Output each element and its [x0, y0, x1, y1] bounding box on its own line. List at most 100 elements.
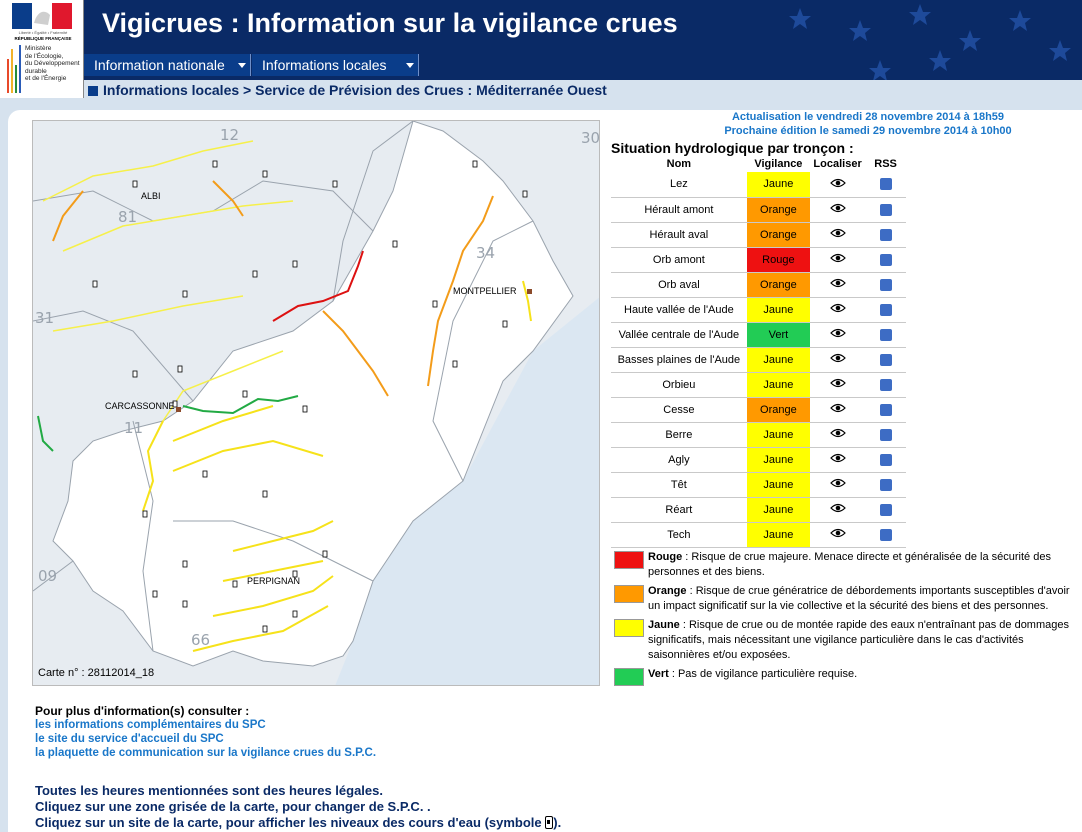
vigilance-level: Jaune: [746, 497, 811, 523]
more-info-heading: Pour plus d'information(s) consulter :: [35, 704, 250, 718]
localiser-button[interactable]: [810, 397, 866, 423]
localiser-button[interactable]: [810, 447, 866, 473]
localiser-button[interactable]: [810, 372, 866, 398]
section-row: Agly Jaune: [611, 447, 906, 473]
next-edition-time: Prochaine édition le samedi 29 novembre …: [724, 125, 1012, 137]
department-number: 12: [220, 126, 240, 144]
vigilance-map[interactable]: ALBI MONTPELLIER CARCASSONNE PERPIGNAN 1…: [32, 120, 600, 686]
rss-icon: [879, 178, 892, 191]
rss-button[interactable]: [865, 297, 906, 323]
eye-icon: [829, 403, 846, 413]
localiser-button[interactable]: [810, 322, 866, 348]
section-row: Berre Jaune: [611, 422, 906, 448]
department-number: 31: [35, 309, 55, 327]
eye-icon: [829, 428, 846, 438]
update-time: Actualisation le vendredi 28 novembre 20…: [731, 111, 1005, 123]
localiser-button[interactable]: [810, 472, 866, 498]
rss-button[interactable]: [865, 197, 906, 223]
localiser-button[interactable]: [810, 422, 866, 448]
note-text: Toutes les heures mentionnées sont des h…: [35, 783, 383, 798]
rss-icon: [879, 378, 892, 391]
note-text: Cliquez sur un site de la carte, pour af…: [35, 815, 562, 830]
eu-stars-decoration: [789, 4, 1071, 80]
rss-button[interactable]: [865, 472, 906, 498]
section-row: Vallée centrale de l'Aude Vert: [611, 322, 906, 348]
nav-information-nationale[interactable]: Information nationale: [84, 54, 251, 76]
section-row: Basses plaines de l'Aude Jaune: [611, 347, 906, 373]
rss-button[interactable]: [865, 447, 906, 473]
city-label: PERPIGNAN: [247, 576, 301, 586]
eye-icon: [829, 303, 846, 313]
city-label: CARCASSONNE: [105, 401, 175, 411]
rss-icon: [879, 403, 892, 416]
vigilance-level: Jaune: [746, 372, 811, 398]
department-number: 34: [476, 244, 496, 262]
localiser-button[interactable]: [810, 497, 866, 523]
rss-button[interactable]: [865, 372, 906, 398]
localiser-button[interactable]: [810, 222, 866, 248]
eye-icon: [829, 528, 846, 538]
localiser-button[interactable]: [810, 522, 866, 548]
eye-icon: [829, 228, 846, 238]
caret-down-icon: [406, 63, 414, 68]
rss-button[interactable]: [865, 347, 906, 373]
localiser-button[interactable]: [810, 272, 866, 298]
nav-label: Information nationale: [94, 57, 225, 73]
rss-button[interactable]: [865, 222, 906, 248]
localiser-button[interactable]: [810, 247, 866, 273]
city-label: MONTPELLIER: [453, 286, 517, 296]
marianne-icon: [12, 3, 72, 29]
station-symbol-icon: [545, 816, 554, 829]
note-text: Cliquez sur une zone grisée de la carte,…: [35, 799, 431, 814]
section-name: Orbieu: [611, 372, 747, 398]
vigilance-level: Jaune: [746, 172, 811, 198]
rss-button[interactable]: [865, 172, 906, 198]
breadcrumb-text: Informations locales > Service de Prévis…: [103, 82, 607, 98]
localiser-button[interactable]: [810, 347, 866, 373]
eye-icon: [829, 353, 846, 363]
eye-icon: [829, 253, 846, 263]
eye-icon: [829, 503, 846, 513]
rss-button[interactable]: [865, 272, 906, 298]
eye-icon: [829, 378, 846, 388]
update-info: Actualisation le vendredi 28 novembre 20…: [688, 110, 1048, 138]
legend-jaune: Jaune : Risque de crue ou de montée rapi…: [614, 618, 1082, 663]
section-name: Hérault amont: [611, 197, 747, 223]
vigilance-level: Orange: [746, 397, 811, 423]
section-row: Cesse Orange: [611, 397, 906, 423]
localiser-button[interactable]: [810, 197, 866, 223]
eye-icon: [829, 478, 846, 488]
section-row: Haute vallée de l'Aude Jaune: [611, 297, 906, 323]
link-informations-complementaires[interactable]: les informations complémentaires du SPC: [35, 719, 266, 731]
department-number: 30: [581, 129, 600, 147]
vigilance-level: Orange: [746, 272, 811, 298]
department-number: 66: [191, 631, 211, 649]
department-number: 09: [38, 567, 58, 585]
breadcrumb: Informations locales > Service de Prévis…: [88, 80, 607, 100]
bullet-square-icon: [88, 86, 98, 96]
link-plaquette[interactable]: la plaquette de communication sur la vig…: [35, 747, 377, 759]
localiser-button[interactable]: [810, 172, 866, 198]
section-row: Hérault aval Orange: [611, 222, 906, 248]
localiser-button[interactable]: [810, 297, 866, 323]
vigilance-level: Jaune: [746, 522, 811, 548]
rss-button[interactable]: [865, 497, 906, 523]
section-name: Orb aval: [611, 272, 747, 298]
ministry-logo[interactable]: Liberté • Égalité • Fraternité RÉPUBLIQU…: [0, 0, 84, 98]
legend-swatch: [614, 668, 644, 686]
rss-icon: [879, 203, 892, 216]
section-name: Basses plaines de l'Aude: [611, 347, 747, 373]
rss-button[interactable]: [865, 397, 906, 423]
map-graphic: [33, 121, 599, 685]
ministry-bars-icon: [7, 45, 21, 93]
vigilance-level: Rouge: [746, 247, 811, 273]
eye-icon: [829, 178, 846, 187]
rss-button[interactable]: [865, 322, 906, 348]
rss-button[interactable]: [865, 422, 906, 448]
map-caption: Carte n° : 28112014_18: [38, 667, 155, 679]
nav-informations-locales[interactable]: Informations locales: [252, 54, 419, 76]
link-site-accueil[interactable]: le site du service d'accueil du SPC: [35, 733, 224, 745]
rss-button[interactable]: [865, 522, 906, 548]
section-name: Cesse: [611, 397, 747, 423]
rss-button[interactable]: [865, 247, 906, 273]
